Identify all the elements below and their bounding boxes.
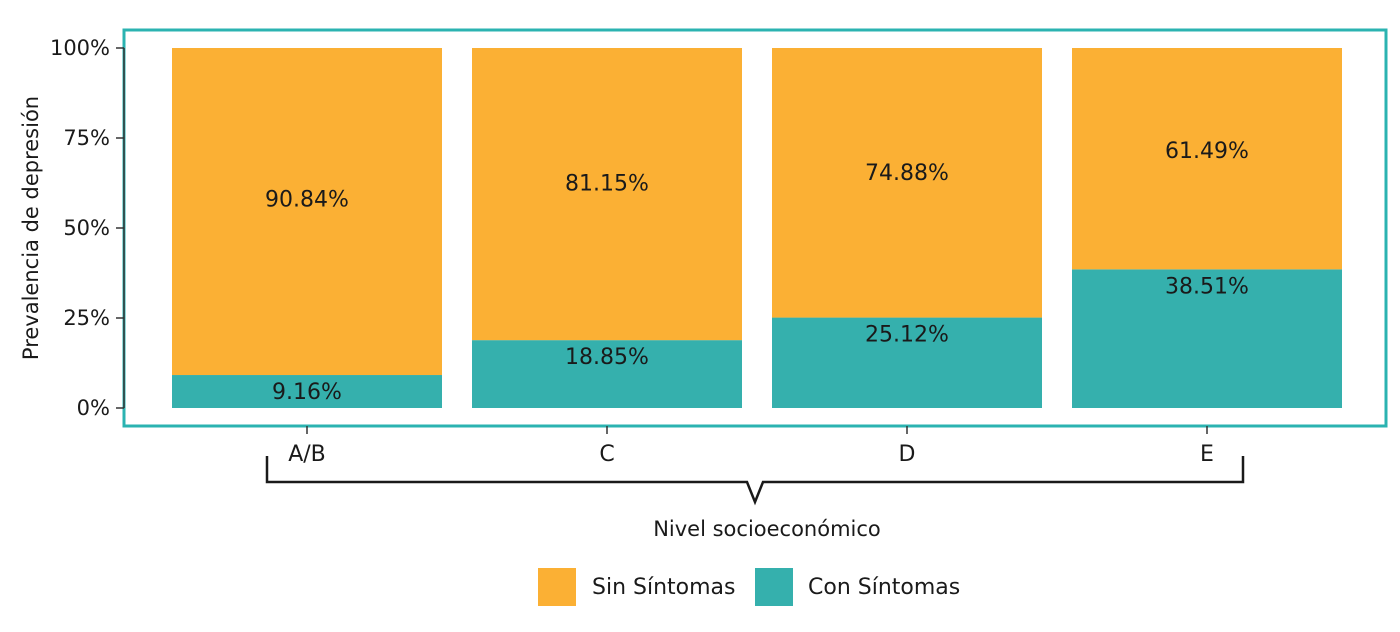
y-axis-title: Prevalencia de depresión (19, 96, 43, 360)
y-axis-ticks: 0% 25% 50% 75% 100% (50, 36, 124, 420)
bars: 9.16% 90.84% 18.85% 81.15% 25.12% 74.88% 38.51… (172, 48, 1342, 408)
x-axis-title: Nivel socioeconómico (653, 517, 881, 541)
legend: Sin Síntomas Con Síntomas (538, 568, 960, 606)
y-tick-label: 50% (63, 216, 110, 240)
legend-swatch-sin-sintomas (538, 568, 576, 606)
y-tick-label: 100% (50, 36, 110, 60)
x-tick-label: A/B (288, 442, 326, 467)
bar-value-label: 25.12% (865, 323, 949, 348)
bar-sin-sintomas (472, 48, 742, 341)
bar-con-sintomas (1072, 269, 1342, 408)
category-brace (265, 456, 1245, 506)
y-tick-label: 75% (63, 126, 110, 150)
bar-value-label: 81.15% (565, 171, 649, 196)
bar-value-label: 38.51% (1165, 274, 1249, 299)
y-tick-label: 25% (63, 306, 110, 330)
x-tick-label: D (899, 442, 916, 467)
bar-value-label: 74.88% (865, 161, 949, 186)
legend-swatch-con-sintomas (755, 568, 793, 606)
bar-sin-sintomas (1072, 48, 1342, 270)
y-tick-label: 0% (77, 396, 110, 420)
bar-value-label: 61.49% (1165, 139, 1249, 164)
bar-con-sintomas (172, 375, 442, 408)
legend-label-sin-sintomas: Sin Síntomas (592, 575, 736, 600)
legend-label-con-sintomas: Con Síntomas (808, 575, 960, 600)
x-tick-label: C (599, 442, 614, 467)
bar-con-sintomas (472, 340, 742, 408)
bar-value-label: 90.84% (265, 187, 349, 212)
x-tick-label: E (1200, 442, 1214, 467)
bar-value-label: 9.16% (272, 380, 342, 405)
bar-sin-sintomas (772, 48, 1042, 318)
x-axis-ticks: A/B C D E (288, 426, 1214, 467)
bar-con-sintomas (772, 317, 1042, 408)
bar-sin-sintomas (172, 48, 442, 376)
bar-value-label: 18.85% (565, 345, 649, 370)
